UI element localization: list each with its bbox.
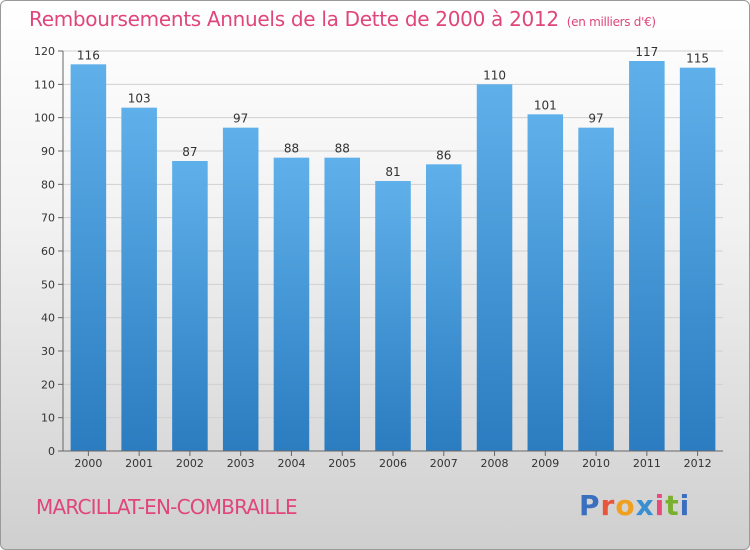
x-tick-label: 2006 bbox=[379, 457, 407, 470]
logo-letter: x bbox=[635, 489, 655, 522]
bar-2003 bbox=[222, 127, 259, 452]
chart-title-block: Remboursements Annuels de la Dette de 20… bbox=[29, 7, 729, 31]
logo-letter: P bbox=[579, 489, 601, 522]
x-tick-label: 2007 bbox=[430, 457, 458, 470]
y-tick-label: 40 bbox=[41, 312, 55, 325]
x-tick-label: 2000 bbox=[74, 457, 102, 470]
x-tick-label: 2010 bbox=[582, 457, 610, 470]
y-tick-label: 70 bbox=[41, 212, 55, 225]
y-tick-label: 90 bbox=[41, 145, 55, 158]
bar-2001 bbox=[121, 107, 157, 452]
y-tick-label: 0 bbox=[48, 445, 55, 458]
commune-name: MARCILLAT-EN-COMBRAILLE bbox=[36, 495, 298, 519]
bar-value-label: 88 bbox=[335, 142, 350, 156]
bar-value-label: 87 bbox=[182, 145, 197, 159]
bar-value-label: 86 bbox=[436, 148, 451, 162]
logo-letter: r bbox=[600, 489, 616, 522]
bar-value-label: 81 bbox=[385, 165, 400, 179]
bar-2010 bbox=[578, 127, 614, 452]
y-tick-label: 100 bbox=[34, 112, 55, 125]
logo-letter: t bbox=[665, 489, 680, 522]
bar-2008 bbox=[476, 84, 513, 451]
bar-value-label: 117 bbox=[635, 45, 658, 59]
bar-2006 bbox=[375, 181, 411, 451]
bar-value-label: 101 bbox=[534, 98, 557, 112]
y-tick-label: 60 bbox=[41, 245, 55, 258]
bar-2004 bbox=[273, 157, 310, 451]
y-tick-label: 110 bbox=[34, 78, 55, 91]
bar-value-label: 116 bbox=[77, 48, 100, 62]
bar-2012 bbox=[679, 67, 716, 452]
bar-2011 bbox=[629, 61, 665, 451]
y-tick-label: 30 bbox=[41, 345, 55, 358]
x-tick-label: 2009 bbox=[531, 457, 559, 470]
logo-letter: o bbox=[615, 489, 636, 522]
bar-2005 bbox=[324, 157, 360, 451]
chart-title: Remboursements Annuels de la Dette de 20… bbox=[29, 7, 559, 31]
bar-value-label: 88 bbox=[284, 142, 299, 156]
bar-value-label: 97 bbox=[233, 112, 248, 126]
x-tick-label: 2001 bbox=[125, 457, 153, 470]
bar-2009 bbox=[527, 114, 564, 451]
chart-subtitle: (en milliers d'€) bbox=[566, 15, 656, 29]
y-tick-label: 120 bbox=[34, 45, 55, 58]
bar-2000 bbox=[70, 64, 107, 452]
bar-value-label: 103 bbox=[128, 92, 151, 106]
y-tick-label: 80 bbox=[41, 178, 55, 191]
logo-letter: i bbox=[654, 489, 666, 522]
bar-value-label: 110 bbox=[483, 68, 506, 82]
x-tick-label: 2012 bbox=[684, 457, 712, 470]
x-tick-label: 2008 bbox=[481, 457, 509, 470]
bar-2007 bbox=[426, 164, 462, 452]
bar-value-label: 97 bbox=[588, 112, 603, 126]
proxiti-logo: Proxiti bbox=[579, 489, 690, 522]
x-tick-label: 2003 bbox=[227, 457, 255, 470]
x-tick-label: 2005 bbox=[328, 457, 356, 470]
logo-letter: i bbox=[679, 489, 691, 522]
y-tick-label: 50 bbox=[41, 278, 55, 291]
x-tick-label: 2011 bbox=[633, 457, 661, 470]
x-tick-label: 2004 bbox=[277, 457, 305, 470]
x-tick-label: 2002 bbox=[176, 457, 204, 470]
y-tick-label: 20 bbox=[41, 378, 55, 391]
y-tick-label: 10 bbox=[41, 412, 55, 425]
bar-value-label: 115 bbox=[686, 52, 709, 66]
bar-2002 bbox=[172, 161, 208, 451]
